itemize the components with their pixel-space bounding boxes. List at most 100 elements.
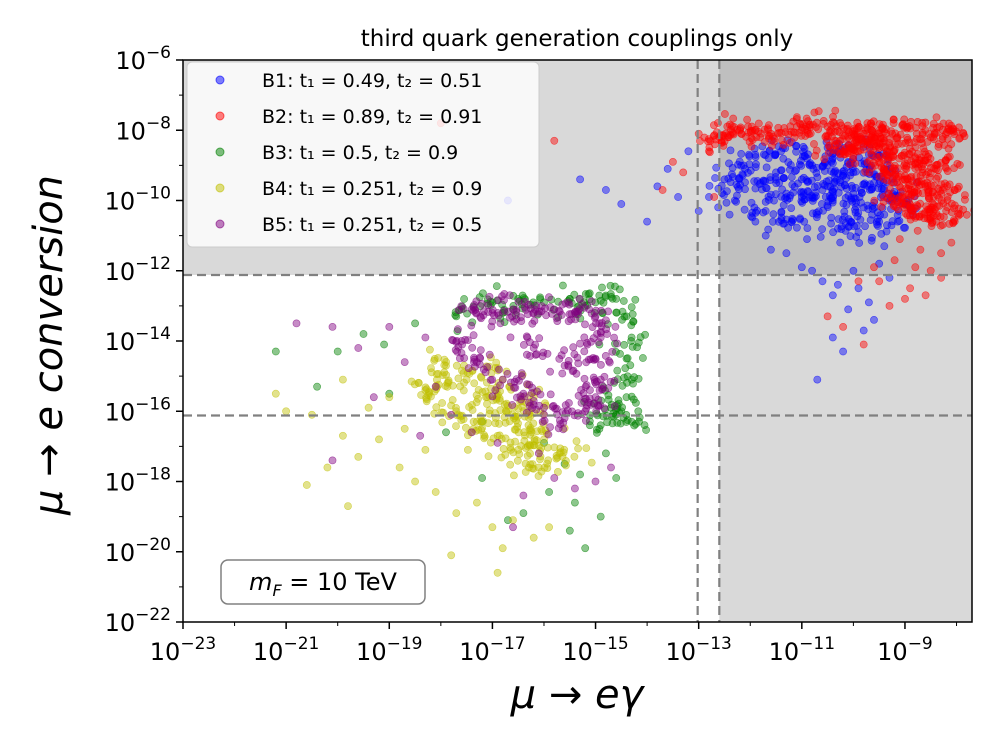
point-b2 [885,301,894,310]
point-b4 [498,544,507,553]
point-b4 [506,460,515,469]
point-b2 [921,182,930,191]
point-b2 [913,226,922,235]
point-b1 [828,333,837,342]
point-b3 [478,289,487,298]
point-b5 [597,360,605,369]
point-b4 [514,428,523,437]
point-b1 [786,161,795,169]
point-b3 [442,428,450,437]
x-tick-label: 10−15 [562,634,628,666]
point-b2 [894,140,902,148]
point-b2 [743,115,751,124]
point-b2 [710,131,719,140]
point-b3 [596,421,605,430]
point-b3 [606,281,615,290]
point-b5 [526,352,534,360]
point-b4 [462,375,471,384]
point-b2 [943,167,952,175]
point-b5 [533,387,541,396]
point-b3 [627,417,636,426]
legend-marker [215,147,225,157]
point-b2 [890,164,899,173]
point-b4 [532,436,541,444]
legend-label: B1: t₁ = 0.49, t₂ = 0.51 [262,70,482,92]
point-b1 [808,266,816,275]
point-b5 [535,334,544,343]
point-b2 [710,121,718,130]
point-b3 [606,290,615,298]
point-b2 [751,125,760,134]
point-b1 [810,183,819,192]
point-b2 [728,128,737,136]
point-b2 [849,154,857,163]
point-b2 [939,125,947,134]
point-b5 [524,300,533,309]
point-b2 [778,136,786,145]
legend-marker [215,75,225,85]
point-b1 [837,182,846,191]
point-b1 [809,209,817,218]
point-b1 [748,213,757,222]
point-b2 [812,146,821,155]
point-b1 [777,208,786,217]
point-b2 [906,200,915,209]
point-b1 [744,168,752,177]
point-b1 [846,232,855,240]
point-b3 [492,282,501,290]
point-b5 [328,322,337,331]
point-b2 [926,133,935,142]
point-b2 [850,146,858,155]
point-b2 [942,207,951,215]
point-b2 [839,322,847,331]
y-tick-label: 10−16 [105,394,171,426]
point-b1 [818,162,827,170]
point-b4 [443,382,452,391]
point-b2 [895,235,904,243]
point-b5 [476,346,485,354]
point-b1 [804,187,813,196]
point-b2 [829,145,837,154]
point-b5 [604,307,612,316]
point-b4 [493,431,502,440]
point-b2 [736,126,744,135]
point-b1 [854,228,863,236]
point-b2 [943,128,951,137]
point-b1 [769,210,778,219]
y-tick-label: 10−12 [105,254,171,286]
point-b4 [395,463,404,472]
legend-label: B3: t₁ = 0.5, t₂ = 0.9 [262,142,458,164]
point-b2 [679,168,688,177]
point-b5 [525,380,534,389]
point-b1 [847,181,856,190]
point-b3 [478,474,486,482]
point-b1 [787,173,796,181]
point-b4 [525,463,533,472]
point-b5 [575,294,584,303]
point-b2 [944,144,953,153]
point-b4 [463,431,472,440]
point-b5 [459,304,468,313]
point-b3 [626,361,635,370]
point-b1 [859,203,868,212]
point-b3 [519,509,528,517]
point-b2 [929,119,938,128]
point-b1 [812,163,821,172]
point-b2 [871,142,880,151]
point-b4 [510,471,518,480]
point-b1 [793,223,801,232]
point-b2 [900,151,908,160]
point-b2 [884,156,892,165]
point-b5 [512,375,521,383]
point-b2 [829,112,837,121]
point-b2 [940,213,948,221]
point-b5 [457,337,466,345]
point-b2 [700,133,709,142]
point-b1 [720,191,728,199]
point-b1 [761,231,770,240]
point-b2 [926,154,935,163]
point-b1 [844,305,853,314]
point-b3 [514,294,523,303]
point-b3 [628,342,637,351]
point-b5 [555,354,564,363]
